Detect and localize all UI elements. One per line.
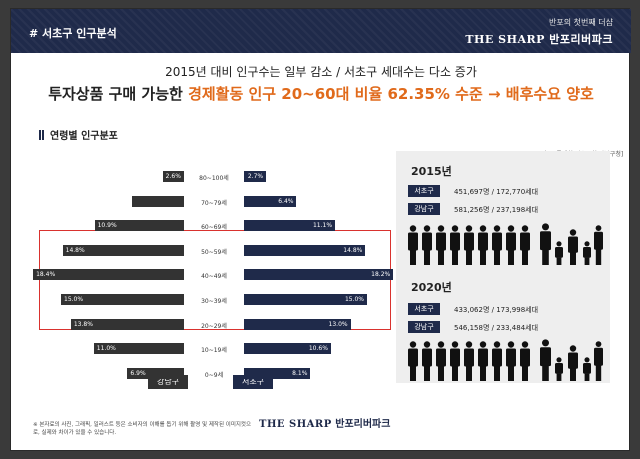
age-label: 60~69세 [201,224,227,232]
bar-gangnam [162,171,184,182]
bar-gangnam-label: 18.4% [36,271,56,279]
bar-seocho [244,294,367,305]
bar-gangnam [131,195,184,207]
tag-gangnam-2020: 강남구 [408,321,440,333]
age-label: 80~100세 [199,175,229,182]
section-title: # 서초구 인구분석 [29,27,117,40]
bar-gangnam [127,367,184,379]
age-label: 70~79세 [201,199,227,207]
stat-gangnam-2020: 546,158명 / 233,484세대 [454,324,539,332]
bar-gangnam [70,318,184,330]
pyramid-title: 연령별 인구분포 [39,127,118,142]
age-label: 50~59세 [201,248,227,256]
year-2020: 2020년 [411,281,452,294]
pyramid-title-text: 연령별 인구분포 [50,131,118,142]
bar-gangnam-label: 10.9% [97,222,117,230]
headline-line2: 투자상품 구매 가능한 경제활동 인구 20~60대 비율 62.35% 수준 … [11,83,631,104]
stat-gangnam-2015: 581,256명 / 237,198세대 [454,206,539,214]
headline-line1: 2015년 대비 인구수는 일부 감소 / 서초구 세대수는 다소 증가 [165,65,477,79]
bar-seocho-label: 15.0% [344,296,364,303]
tag-gangnam-2015: 강남구 [408,203,440,215]
bar-seocho-label: 10.6% [308,345,328,353]
brand-logo-text: THE SHARP [465,33,545,46]
tag-seocho-2015: 서초구 [408,185,440,197]
headline-prefix: 투자상품 구매 가능한 [48,85,189,103]
age-label: 10~19세 [201,347,227,355]
brand-sub: 반포리버파크 [549,33,613,46]
people-group-icon [408,223,603,265]
footer-brand: THE SHARP 반포리버파크 [259,415,390,430]
bar-gangnam [61,294,184,305]
title-marker-icon [39,130,44,140]
age-label: 0~9세 [204,371,224,379]
header-brand: THE SHARP 반포리버파크 [465,31,613,47]
bar-seocho-label: 8.1% [292,369,308,377]
footer-disclaimer: ※ 본자료의 사진, 그래픽, 일러스트 등은 소비자의 이해를 돕기 위해 촬… [33,422,252,436]
bar-seocho [244,171,267,182]
bar-gangnam-label: 11.0% [96,345,116,353]
footer-brand-logo-text: THE SHARP [259,419,332,430]
bar-gangnam-label: 15.0% [64,296,84,303]
brochure-page: # 서초구 인구분석 반포의 첫번째 더샵 THE SHARP 반포리버파크 2… [10,8,631,451]
bar-seocho [244,244,366,256]
bar-seocho-label: 2.7% [247,173,264,180]
population-panel: 2015년 서초구 451,697명 / 172,770세대 강남구 581,2… [396,151,610,383]
age-label: 30~39세 [201,298,227,305]
overlay-gangnam-label: 사업지 인근 강남구 [92,263,148,271]
bar-gangnam [93,343,184,355]
bar-seocho-label: 11.1% [312,222,333,230]
headline-highlight: 경제활동 인구 20~60대 비율 62.35% 수준 → 배후수요 양호 [188,85,594,103]
bar-gangnam-label: 13.8% [73,320,93,328]
year-2015: 2015년 [411,165,452,178]
tag-seocho-2020: 서초구 [408,303,440,315]
header-tagline: 반포의 첫번째 더샵 [549,18,613,27]
stat-seocho-2020: 433,062명 / 173,998세대 [454,306,539,314]
bar-gangnam [94,220,184,232]
footer-brand-sub: 반포리버파크 [335,419,391,430]
bar-seocho [244,220,336,232]
overlay-seocho-label: 사업지 권역 서초구 [271,263,327,271]
bar-seocho [244,343,331,355]
bar-gangnam [62,244,184,256]
header-banner: # 서초구 인구분석 반포의 첫번째 더샵 THE SHARP 반포리버파크 [11,9,631,53]
bar-seocho-label: 13.0% [328,320,348,328]
bar-seocho [244,195,297,207]
people-group-icon [408,339,603,381]
bar-gangnam-label: 2.6% [165,173,181,180]
bar-gangnam [33,269,184,281]
bar-seocho [244,269,394,281]
age-label: 20~29세 [201,322,227,330]
bar-seocho [244,367,311,379]
bar-seocho-label: 6.4% [278,197,294,205]
age-label: 40~49세 [201,273,227,281]
bar-seocho [244,318,351,330]
bar-seocho-label: 18.2% [371,271,391,279]
bar-gangnam-label: 14.8% [65,246,85,254]
stat-seocho-2015: 451,697명 / 172,770세대 [454,188,539,196]
bar-seocho-label: 14.8% [343,246,363,254]
bar-gangnam-label: 6.9% [130,369,146,377]
chevron-right-icon: » [231,265,240,280]
